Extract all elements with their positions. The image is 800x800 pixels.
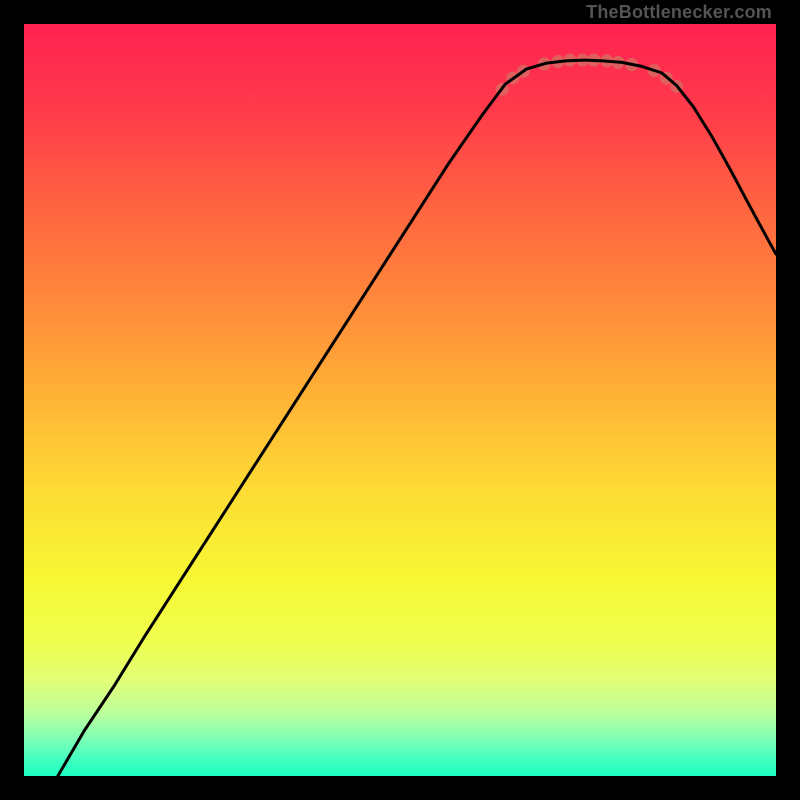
chart-curve-layer: [24, 24, 776, 776]
watermark-text: TheBottlenecker.com: [586, 2, 772, 23]
chart-area: [24, 24, 776, 776]
bottleneck-curve: [58, 60, 776, 776]
